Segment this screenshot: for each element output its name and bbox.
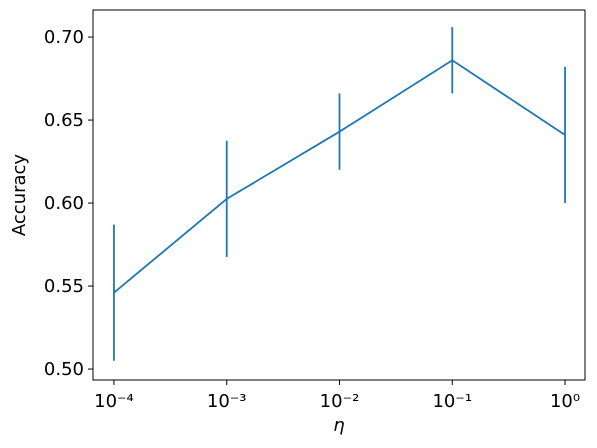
y-tick-label: 0.65 xyxy=(44,110,84,131)
y-tick-label: 0.50 xyxy=(44,359,84,380)
y-axis-label: Accuracy xyxy=(9,154,30,237)
x-tick-label: 10⁰ xyxy=(550,391,580,412)
x-tick-label: 10⁻³ xyxy=(207,391,247,412)
x-tick-label: 10⁻² xyxy=(320,391,360,412)
y-tick-label: 0.60 xyxy=(44,193,84,214)
y-tick-label: 0.55 xyxy=(44,276,84,297)
x-tick-label: 10⁻⁴ xyxy=(94,391,134,412)
x-tick-label: 10⁻¹ xyxy=(432,391,472,412)
plot-frame xyxy=(92,9,586,381)
y-tick-label: 0.70 xyxy=(44,27,84,48)
x-axis-label: η xyxy=(333,415,344,436)
